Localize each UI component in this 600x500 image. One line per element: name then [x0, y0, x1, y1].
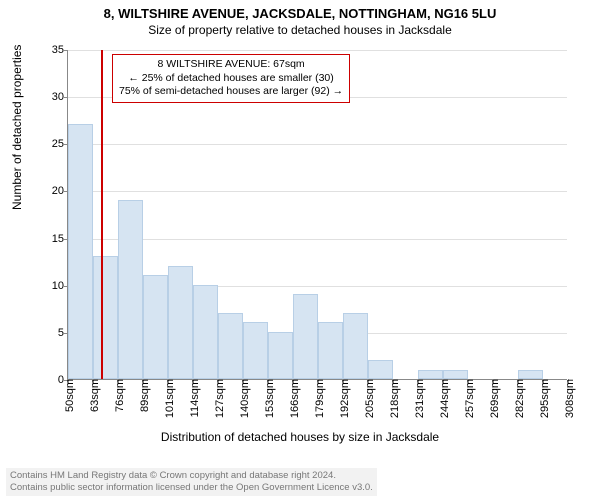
x-tick-label: 127sqm: [210, 379, 226, 418]
histogram-bar: [268, 332, 293, 379]
histogram-bar: [368, 360, 393, 379]
footer-line: Contains HM Land Registry data © Crown c…: [10, 470, 373, 482]
histogram-bar: [343, 313, 368, 379]
chart-container: 05101520253035 8 WILTSHIRE AVENUE: 67sqm…: [45, 42, 575, 422]
marker-annotation: 8 WILTSHIRE AVENUE: 67sqm ← 25% of detac…: [112, 54, 350, 103]
x-tick-label: 179sqm: [310, 379, 326, 418]
footer-line: Contains public sector information licen…: [10, 482, 373, 494]
histogram-bar: [318, 322, 343, 379]
histogram-bar: [418, 370, 443, 379]
x-tick-label: 50sqm: [60, 379, 76, 412]
x-tick-label: 308sqm: [560, 379, 576, 418]
x-tick-label: 295sqm: [535, 379, 551, 418]
x-tick-label: 269sqm: [485, 379, 501, 418]
x-tick-label: 244sqm: [435, 379, 451, 418]
histogram-bar: [143, 275, 168, 379]
footer-attribution: Contains HM Land Registry data © Crown c…: [6, 468, 377, 496]
histogram-bar: [168, 266, 193, 379]
marker-line: [101, 50, 103, 379]
x-tick-label: 63sqm: [85, 379, 101, 412]
x-tick-label: 140sqm: [235, 379, 251, 418]
gridline: [68, 191, 567, 192]
histogram-bar: [193, 285, 218, 379]
histogram-bar: [93, 256, 118, 379]
x-tick-label: 89sqm: [135, 379, 151, 412]
histogram-bar: [218, 313, 243, 379]
y-axis-label: Number of detached properties: [10, 45, 24, 210]
histogram-bar: [68, 124, 93, 379]
histogram-bar: [118, 200, 143, 379]
page-title: 8, WILTSHIRE AVENUE, JACKSDALE, NOTTINGH…: [0, 0, 600, 21]
y-tick-mark: [64, 97, 68, 98]
x-tick-label: 205sqm: [360, 379, 376, 418]
gridline: [68, 144, 567, 145]
annotation-line: ← 25% of detached houses are smaller (30…: [119, 72, 343, 86]
x-tick-label: 192sqm: [335, 379, 351, 418]
x-tick-label: 282sqm: [510, 379, 526, 418]
annotation-line: 75% of semi-detached houses are larger (…: [119, 85, 343, 99]
histogram-bar: [293, 294, 318, 379]
gridline: [68, 50, 567, 51]
x-tick-label: 166sqm: [285, 379, 301, 418]
x-tick-label: 114sqm: [185, 379, 201, 417]
histogram-bar: [243, 322, 268, 379]
x-tick-label: 101sqm: [160, 379, 176, 418]
x-tick-label: 153sqm: [260, 379, 276, 418]
x-tick-label: 257sqm: [460, 379, 476, 418]
histogram-bar: [518, 370, 543, 379]
x-tick-label: 218sqm: [385, 379, 401, 418]
plot-area: 05101520253035 8 WILTSHIRE AVENUE: 67sqm…: [67, 50, 567, 380]
y-tick-mark: [64, 50, 68, 51]
x-tick-label: 231sqm: [410, 379, 426, 418]
page-subtitle: Size of property relative to detached ho…: [0, 21, 600, 37]
x-tick-label: 76sqm: [110, 379, 126, 412]
histogram-bar: [443, 370, 468, 379]
annotation-line: 8 WILTSHIRE AVENUE: 67sqm: [119, 58, 343, 72]
